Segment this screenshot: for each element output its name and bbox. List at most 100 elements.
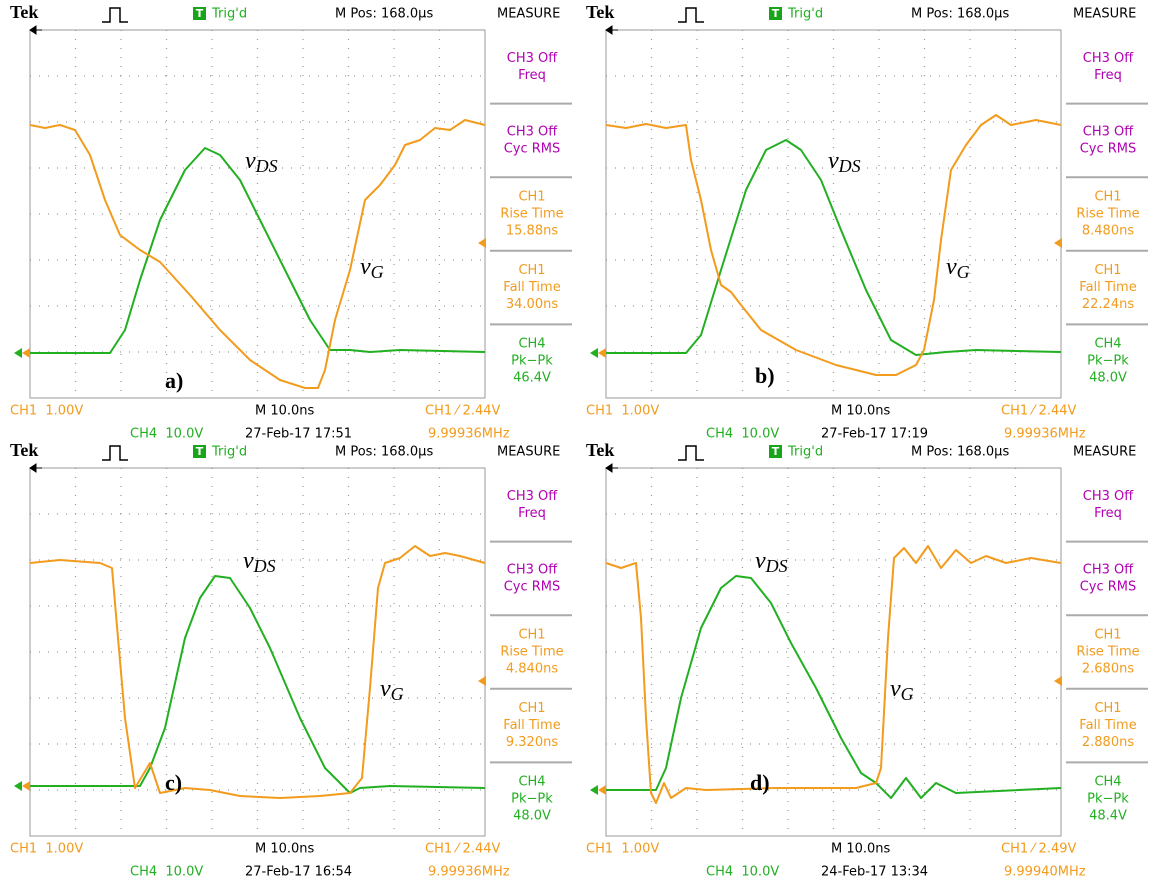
measurement-text: CH3 Off — [507, 51, 558, 66]
ground-marker — [590, 348, 598, 358]
measurement-text: Pk−Pk — [1087, 792, 1129, 807]
trace-subscript: G — [371, 262, 384, 282]
pulse-icon — [102, 446, 128, 460]
trigger-icon: T — [196, 445, 204, 458]
measurement-text: 2.880ns — [1082, 735, 1134, 750]
measurement-text: Freq — [1094, 68, 1122, 83]
measurement-text: CH1 — [1094, 263, 1121, 278]
trace-subscript: DS — [255, 156, 278, 176]
oscilloscope-screens: Tek T Trig'd M Pos: 168.0µs MEASURE CH3 Off Fr… — [0, 0, 1152, 876]
trigger-position-marker — [606, 26, 618, 34]
measurement-text: CH1 — [518, 701, 545, 716]
screen-frame — [606, 468, 1061, 836]
measurement-text: CH3 Off — [507, 124, 558, 139]
measurement-text: 2.680ns — [1082, 662, 1134, 677]
trigger-status: Trig'd — [211, 7, 247, 22]
trigger-level: CH1 ⁄ 2.49V — [1001, 842, 1077, 857]
trace-label: vG — [380, 676, 404, 705]
ground-marker — [22, 348, 30, 358]
ch1-trace — [606, 546, 1061, 803]
trace-subscript: DS — [765, 556, 788, 576]
measurement-text: 48.4V — [1089, 809, 1127, 824]
measurement-text: Cyc RMS — [1080, 579, 1137, 594]
ground-marker — [598, 785, 606, 795]
measurement-text: 22.24ns — [1082, 297, 1134, 312]
measurement-text: CH3 Off — [507, 489, 558, 504]
measurement-text: Fall Time — [503, 280, 560, 295]
measurement-text: Pk−Pk — [1087, 354, 1129, 369]
timebase: M 10.0ns — [255, 404, 315, 419]
trigger-level-marker — [1054, 676, 1062, 686]
measurement-text: CH4 — [518, 775, 545, 790]
trigger-level: CH1 ⁄ 2.44V — [1001, 404, 1077, 419]
measurement-text: Rise Time — [1076, 645, 1139, 660]
measurement-text: Rise Time — [500, 207, 563, 222]
trace-subscript: G — [901, 684, 914, 704]
screen-frame — [606, 30, 1061, 398]
frequency: 9.99936MHz — [428, 865, 510, 876]
measurement-text: 4.840ns — [506, 662, 558, 677]
measurement-text: Freq — [1094, 506, 1122, 521]
measurement-text: 15.88ns — [506, 224, 558, 239]
trace-symbol: v — [245, 148, 256, 174]
ground-marker — [22, 781, 30, 791]
measurement-text: Rise Time — [500, 645, 563, 660]
trigger-status: Trig'd — [787, 7, 823, 22]
brand: Tek — [586, 440, 614, 460]
measurement-text: CH3 Off — [1083, 124, 1134, 139]
datetime: 27-Feb-17 16:54 — [245, 865, 352, 876]
measurement-text: Cyc RMS — [504, 579, 561, 594]
trace-symbol: v — [360, 254, 371, 280]
trace-subscript: DS — [838, 156, 861, 176]
panel-label: c) — [165, 770, 182, 795]
ch1-scale: CH1 1.00V — [586, 404, 659, 419]
brand: Tek — [10, 2, 38, 22]
measurement-text: 48.0V — [1089, 371, 1127, 386]
measurement-text: Pk−Pk — [511, 792, 553, 807]
trigger-position-marker — [30, 26, 42, 34]
pulse-icon — [102, 8, 128, 22]
measurement-text: CH1 — [518, 628, 545, 643]
ground-marker — [590, 785, 598, 795]
timebase: M 10.0ns — [831, 404, 891, 419]
trace-symbol: v — [828, 148, 839, 174]
datetime: 27-Feb-17 17:19 — [821, 427, 928, 442]
trigger-position-marker — [30, 464, 42, 472]
measurement-text: Freq — [518, 68, 546, 83]
trigger-level: CH1 ⁄ 2.44V — [425, 404, 501, 419]
brand: Tek — [586, 2, 614, 22]
measurement-text: Pk−Pk — [511, 354, 553, 369]
timebase: M 10.0ns — [831, 842, 891, 857]
trace-label: vDS — [243, 548, 276, 577]
ch4-trace — [606, 576, 1061, 798]
panel-label: b) — [755, 363, 775, 388]
trace-label: vDS — [828, 148, 861, 177]
horizontal-position: M Pos: 168.0µs — [335, 7, 433, 22]
measurement-text: 9.320ns — [506, 735, 558, 750]
trace-subscript: DS — [253, 556, 276, 576]
panel-label: a) — [165, 368, 183, 393]
trigger-icon: T — [196, 7, 204, 20]
datetime: 27-Feb-17 17:51 — [245, 427, 352, 442]
horizontal-position: M Pos: 168.0µs — [335, 445, 433, 460]
trigger-status: Trig'd — [787, 445, 823, 460]
frequency: 9.99936MHz — [1004, 427, 1086, 442]
measurement-text: CH3 Off — [1083, 489, 1134, 504]
trace-subscript: G — [957, 262, 970, 282]
measurement-text: CH4 — [518, 337, 545, 352]
trace-label: vG — [946, 254, 970, 283]
measurement-text: CH4 — [1094, 337, 1121, 352]
menu-title: MEASURE — [497, 7, 560, 22]
trigger-level: CH1 ⁄ 2.44V — [425, 842, 501, 857]
measurement-text: CH4 — [1094, 775, 1121, 790]
measurement-text: Fall Time — [503, 718, 560, 733]
horizontal-position: M Pos: 168.0µs — [911, 7, 1009, 22]
trigger-level-marker — [478, 238, 486, 248]
brand: Tek — [10, 440, 38, 460]
trace-label: vDS — [245, 148, 278, 177]
frequency: 9.99940MHz — [1004, 865, 1086, 876]
ch1-scale: CH1 1.00V — [10, 842, 83, 857]
trace-symbol: v — [755, 548, 766, 574]
